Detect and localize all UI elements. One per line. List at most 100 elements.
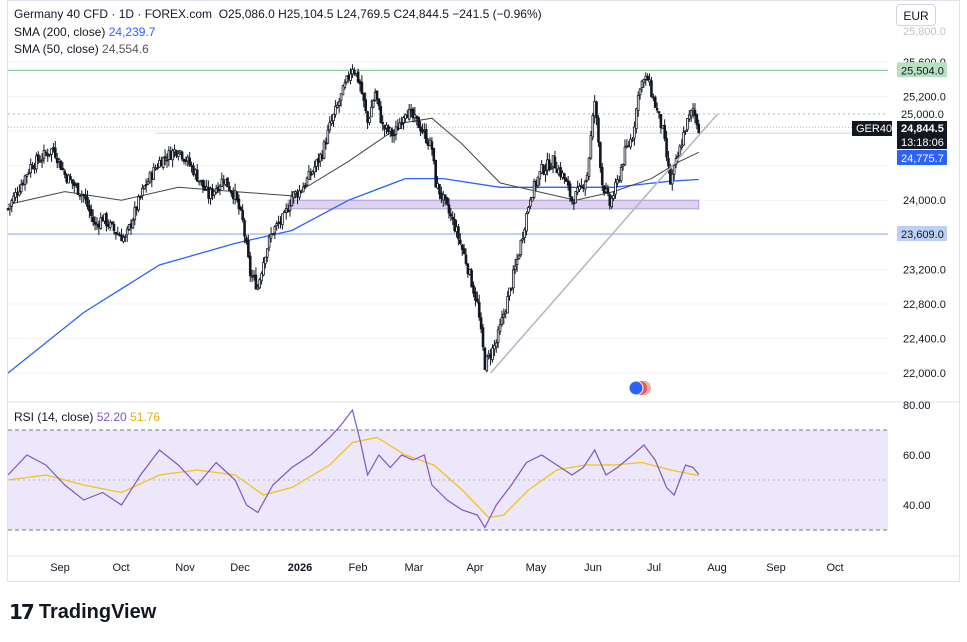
- sma50-value: 24,554.6: [102, 42, 149, 56]
- candle-down: [400, 122, 403, 125]
- candle-up: [322, 141, 326, 159]
- candle-down: [481, 327, 485, 348]
- price-tick-label: 22,000.0: [903, 368, 946, 380]
- candle-up: [508, 287, 511, 297]
- candle-up: [370, 106, 373, 118]
- candle-up: [326, 129, 330, 144]
- candle-down: [445, 197, 449, 205]
- resistance-tag: 25,504.0: [901, 65, 944, 77]
- symbol-title: Germany 40 CFD · 1D · FOREX.com: [14, 7, 213, 21]
- candle-up: [335, 104, 339, 108]
- candle-up: [578, 185, 581, 190]
- candle-up: [580, 184, 583, 187]
- candle-up: [515, 258, 519, 265]
- legend-sma200[interactable]: SMA (200, close) 24,239.7: [14, 25, 155, 39]
- candle-up: [12, 195, 15, 203]
- candle-down: [477, 301, 481, 318]
- candle-up: [57, 159, 61, 162]
- time-tick-label: Feb: [349, 562, 368, 574]
- candle-down: [180, 151, 184, 160]
- candle-down: [165, 159, 169, 162]
- candle-down: [559, 167, 562, 178]
- rising-trendline: [490, 113, 719, 374]
- candle-up: [506, 296, 509, 314]
- candle-up: [218, 185, 222, 190]
- candle-up: [298, 190, 301, 198]
- candle-down: [71, 179, 74, 184]
- candle-up: [275, 223, 279, 226]
- price-tick-label: 25,200.0: [903, 92, 946, 104]
- candle-down: [201, 179, 205, 188]
- candle-down: [226, 177, 229, 188]
- candle-down: [434, 160, 437, 188]
- candle-up: [35, 155, 38, 170]
- candle-up: [19, 184, 23, 193]
- candle-down: [91, 216, 95, 223]
- candle-up: [10, 200, 14, 207]
- candle-down: [392, 134, 396, 137]
- candle-down: [356, 71, 360, 83]
- candle-down: [175, 150, 178, 156]
- level-lines: [8, 69, 888, 235]
- candle-up: [591, 115, 595, 138]
- candle-up: [258, 279, 261, 289]
- rsi-ma-value: 51.76: [130, 410, 161, 424]
- candle-up: [131, 219, 135, 229]
- candle-up: [260, 273, 263, 282]
- candle-up: [494, 342, 498, 348]
- tradingview-logo[interactable]: 17 TradingView: [9, 600, 156, 624]
- candle-up: [616, 179, 619, 184]
- candle-down: [241, 209, 244, 221]
- candle-down: [36, 154, 40, 162]
- support-tag: 23,609.0: [901, 229, 944, 241]
- sma-tag: 24,775.7: [901, 153, 944, 165]
- candle-up: [394, 126, 398, 135]
- candle-up: [292, 191, 296, 198]
- candle-down: [472, 285, 475, 294]
- sma50-line: [7, 117, 700, 205]
- candle-up: [527, 207, 530, 213]
- time-tick-label: Sep: [766, 562, 786, 574]
- rsi-tick-label: 40.00: [903, 500, 931, 512]
- candle-up: [689, 110, 693, 117]
- time-tick-label: Oct: [112, 562, 129, 574]
- legend-sma50[interactable]: SMA (50, close) 24,554.6: [14, 42, 149, 56]
- candle-down: [466, 263, 470, 275]
- candle-down: [430, 141, 434, 150]
- candle-up: [525, 213, 528, 232]
- candle-down: [235, 191, 239, 201]
- candle-up: [589, 135, 593, 159]
- candle-up: [672, 165, 676, 175]
- legend-symbol-row[interactable]: Germany 40 CFD · 1D · FOREX.com O25,086.…: [14, 7, 542, 21]
- mid-tag: 25,000.0: [901, 109, 944, 121]
- candle-down: [144, 184, 148, 186]
- candle-down: [547, 159, 551, 171]
- candle-up: [371, 100, 375, 108]
- candle-up: [337, 101, 341, 106]
- candle-up: [510, 287, 513, 290]
- candle-up: [529, 199, 532, 207]
- candle-up: [142, 185, 146, 190]
- candle-down: [239, 207, 243, 211]
- candle-up: [8, 205, 12, 210]
- candle-down: [417, 116, 420, 129]
- candle-up: [587, 157, 591, 177]
- candle-up: [636, 95, 640, 112]
- currency-button[interactable]: EUR: [896, 4, 936, 26]
- price-tick-label: 22,800.0: [903, 299, 946, 311]
- time-tick-label: May: [526, 562, 547, 574]
- candle-up: [311, 171, 314, 175]
- candle-down: [116, 233, 120, 236]
- rsi-value: 52.20: [96, 410, 127, 424]
- candle-up: [585, 174, 589, 182]
- price-tick-label: 22,400.0: [903, 333, 946, 345]
- candle-up: [178, 150, 182, 153]
- candle-up: [315, 159, 318, 167]
- time-tick-label: Jun: [584, 562, 602, 574]
- candle-up: [99, 217, 103, 229]
- legend-rsi[interactable]: RSI (14, close) 52.20 51.76: [14, 410, 160, 424]
- candle-down: [248, 255, 252, 276]
- last-price-tag-bg: [897, 121, 947, 149]
- candle-down: [54, 147, 57, 158]
